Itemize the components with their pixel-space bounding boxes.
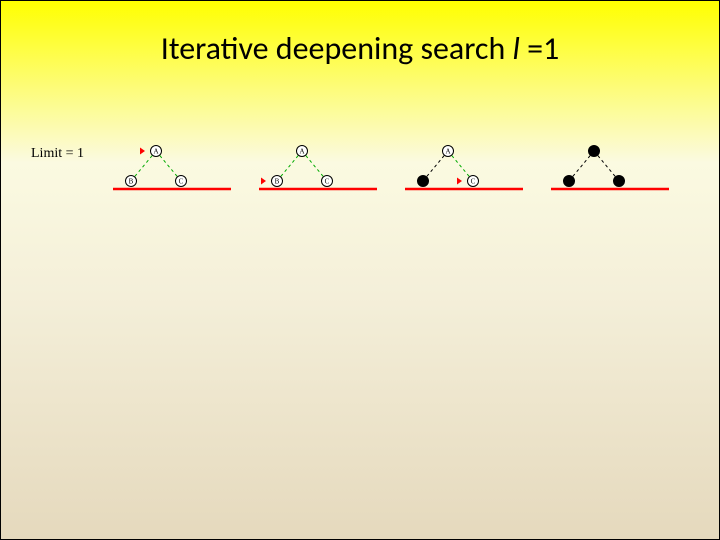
limit-label: Limit = 1 xyxy=(31,146,84,162)
svg-text:C: C xyxy=(179,178,184,186)
title-prefix: Iterative deepening search xyxy=(161,29,513,68)
tree-diagram: A B C A B C A C xyxy=(111,141,691,201)
svg-text:A: A xyxy=(299,148,304,156)
svg-text:A: A xyxy=(153,148,158,156)
svg-text:B: B xyxy=(129,178,134,186)
slide-title: Iterative deepening search l =1 xyxy=(1,29,719,68)
slide: Iterative deepening search l =1 Limit = … xyxy=(0,0,720,540)
title-italic: l xyxy=(512,29,527,68)
svg-text:A: A xyxy=(445,148,450,156)
svg-text:C: C xyxy=(471,178,476,186)
svg-text:B: B xyxy=(275,178,280,186)
svg-text:C: C xyxy=(325,178,330,186)
title-suffix: =1 xyxy=(527,29,559,68)
